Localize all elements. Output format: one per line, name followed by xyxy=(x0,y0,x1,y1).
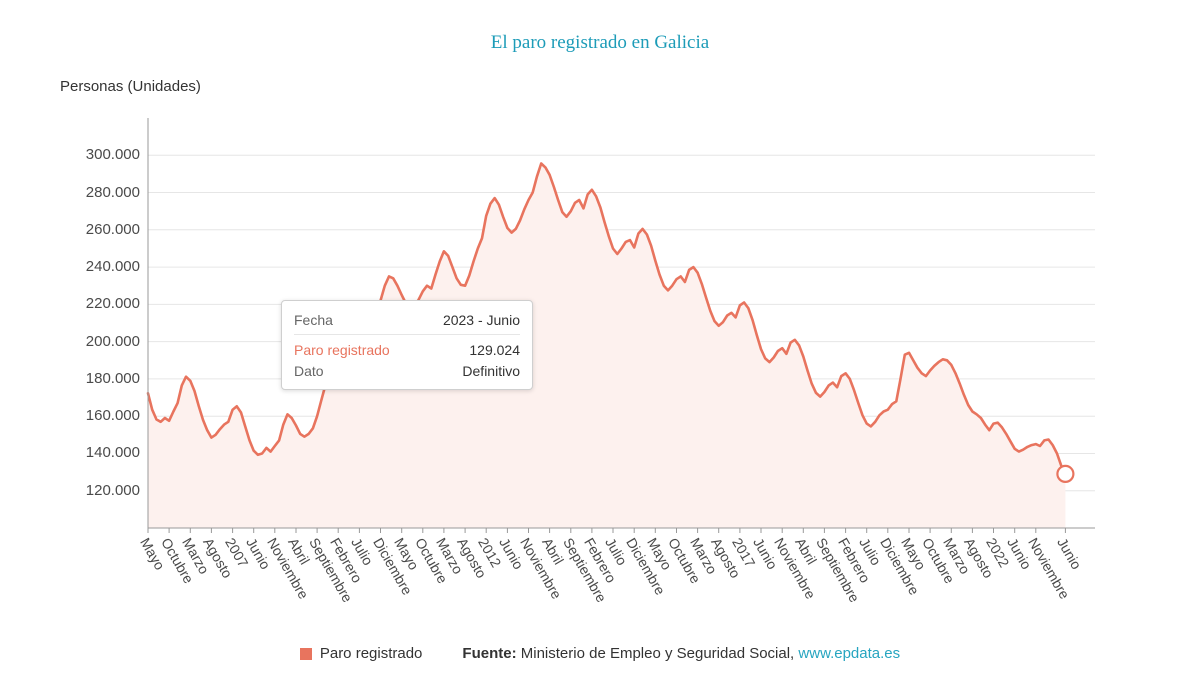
y-axis-title: Personas (Unidades) xyxy=(60,78,201,95)
y-axis-label: 200.000 xyxy=(85,332,140,350)
tooltip-paro-value: 129.024 xyxy=(469,341,520,358)
source-attribution: Fuente: Ministerio de Empleo y Seguridad… xyxy=(462,645,900,662)
chart-tooltip: Fecha 2023 - Junio Paro registrado 129.0… xyxy=(281,300,533,390)
tooltip-paro-label: Paro registrado xyxy=(294,341,390,358)
x-axis-label: Junio xyxy=(1054,535,1086,572)
y-axis-label: 120.000 xyxy=(85,481,140,499)
legend-series-label: Paro registrado xyxy=(319,645,423,662)
series-line xyxy=(146,162,1067,476)
tooltip-row-paro: Paro registrado 129.024 xyxy=(294,339,520,360)
legend-footer-row: Paro registrado Fuente: Ministerio de Em… xyxy=(0,645,1200,662)
y-axis-label: 220.000 xyxy=(85,295,140,313)
y-axis-label: 300.000 xyxy=(85,146,140,164)
tooltip-dato-label: Dato xyxy=(294,362,324,379)
y-axis-label: 260.000 xyxy=(85,220,140,238)
tooltip-fecha-value: 2023 - Junio xyxy=(442,311,520,328)
last-point-marker xyxy=(1056,464,1075,483)
tooltip-dato-value: Definitivo xyxy=(462,362,520,379)
series-area-fill xyxy=(148,163,1066,528)
y-axis-label: 180.000 xyxy=(85,369,140,387)
tooltip-row-fecha: Fecha 2023 - Junio xyxy=(294,309,520,335)
y-axis-label: 140.000 xyxy=(85,444,140,462)
chart-title: El paro registrado en Galicia xyxy=(490,32,710,53)
epdata-link[interactable]: www.epdata.es xyxy=(798,645,901,662)
source-label: Fuente: xyxy=(462,645,517,662)
legend-series-marker-icon xyxy=(299,647,312,660)
source-text: Ministerio de Empleo y Seguridad Social, xyxy=(520,645,795,662)
y-axis-label: 240.000 xyxy=(85,258,140,276)
tooltip-fecha-label: Fecha xyxy=(294,311,333,328)
y-axis-label: 280.000 xyxy=(85,183,140,201)
tooltip-row-dato: Dato Definitivo xyxy=(294,360,520,381)
y-axis-labels: 120.000 140.000 160.000 180.000 200.000 220.0… xyxy=(0,0,140,696)
y-axis-label: 160.000 xyxy=(85,407,140,425)
legend-item-paro-registrado[interactable]: Paro registrado xyxy=(299,645,423,662)
